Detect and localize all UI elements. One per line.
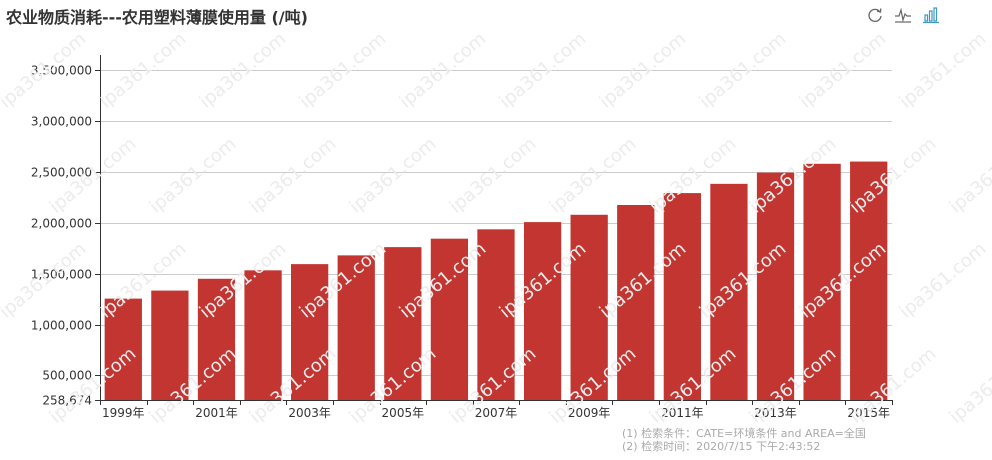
y-tick-label: 258,674: [42, 394, 92, 408]
bar: [384, 247, 422, 400]
y-tick-label: 2,500,000: [31, 166, 92, 180]
bar: [291, 264, 329, 400]
bar: [151, 290, 189, 400]
y-tick-label: 1,500,000: [31, 268, 92, 282]
footnote-line-1: (1) 检索条件：CATE=环境条件 and AREA=全国: [622, 427, 866, 440]
bar: [337, 255, 375, 400]
bar: [850, 161, 888, 400]
x-tick-label: 2001年: [195, 406, 238, 420]
line-chart-icon[interactable]: [894, 6, 912, 24]
x-tick-label: 2007年: [475, 406, 518, 420]
y-tick-label: 500,000: [42, 369, 92, 383]
bar: [756, 172, 795, 400]
x-tick-label: 2015年: [847, 406, 890, 420]
bar-chart-icon[interactable]: [922, 6, 940, 24]
bar: [570, 214, 608, 400]
y-tick-label: 3,000,000: [31, 115, 92, 129]
chart-title: 农业物质消耗---农用塑料薄膜使用量 (/吨): [6, 8, 308, 27]
y-tick-label: 3,500,000: [31, 64, 92, 78]
bar: [617, 205, 655, 400]
refresh-icon[interactable]: [866, 6, 884, 24]
bar: [710, 183, 748, 400]
x-tick-label: 2009年: [568, 406, 611, 420]
bar: [430, 238, 469, 400]
bar: [803, 163, 841, 400]
bar: [104, 298, 142, 400]
x-tick-label: 2005年: [382, 406, 425, 420]
y-tick-label: 2,000,000: [31, 217, 92, 231]
chart-toolbox: [866, 6, 940, 24]
bar: [523, 222, 562, 400]
x-tick-label: 1999年: [102, 406, 145, 420]
x-tick-label: 2003年: [288, 406, 331, 420]
query-footnote: (1) 检索条件：CATE=环境条件 and AREA=全国 (2) 检索时间：…: [622, 427, 866, 453]
x-tick-label: 2013年: [754, 406, 797, 420]
y-tick-label: 1,000,000: [31, 319, 92, 333]
bar: [663, 193, 701, 400]
bar: [477, 229, 515, 400]
bar: [244, 270, 282, 400]
footnote-line-2: (2) 检索时间：2020/7/15 下午2:43:52: [622, 440, 821, 453]
bar: [197, 278, 236, 400]
x-tick-label: 2011年: [661, 406, 704, 420]
